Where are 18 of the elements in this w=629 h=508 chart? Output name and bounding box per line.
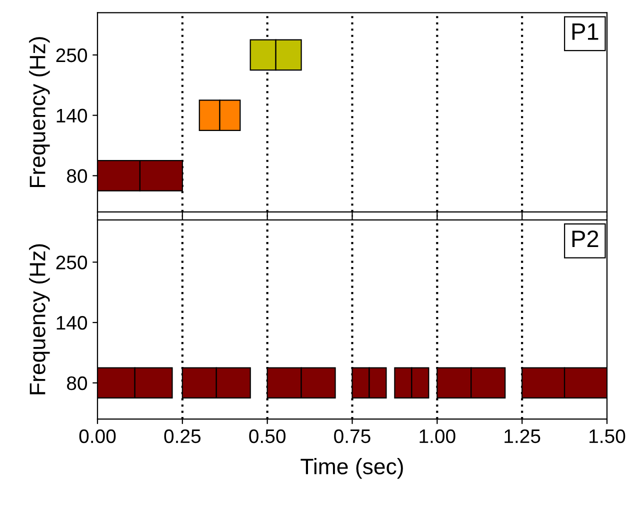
y-tick-label: 250: [56, 256, 88, 270]
y-tick-label: 80: [66, 169, 88, 183]
y-tick-label: 140: [56, 108, 88, 123]
annotation: P2: [572, 230, 598, 247]
y-tick-label: 140: [56, 316, 88, 330]
x-tick-label: 1.50: [590, 429, 626, 444]
x-tick-label: 0.75: [334, 429, 370, 444]
x-tick-label: 0.50: [249, 429, 286, 444]
y-axis-title: Frequency (Hz): [29, 37, 50, 188]
y-tick-label: 80: [66, 376, 88, 390]
x-axis-title: Time (sec): [300, 458, 403, 479]
annotation: P1: [572, 24, 598, 40]
x-tick-label: 1.00: [420, 429, 456, 444]
y-axis-title: Frequency (Hz): [29, 244, 50, 394]
y-tick-label: 250: [56, 48, 88, 62]
x-tick-label: 0.25: [164, 429, 201, 444]
x-tick-label: 0.00: [79, 429, 116, 444]
x-tick-label: 1.25: [504, 429, 540, 444]
